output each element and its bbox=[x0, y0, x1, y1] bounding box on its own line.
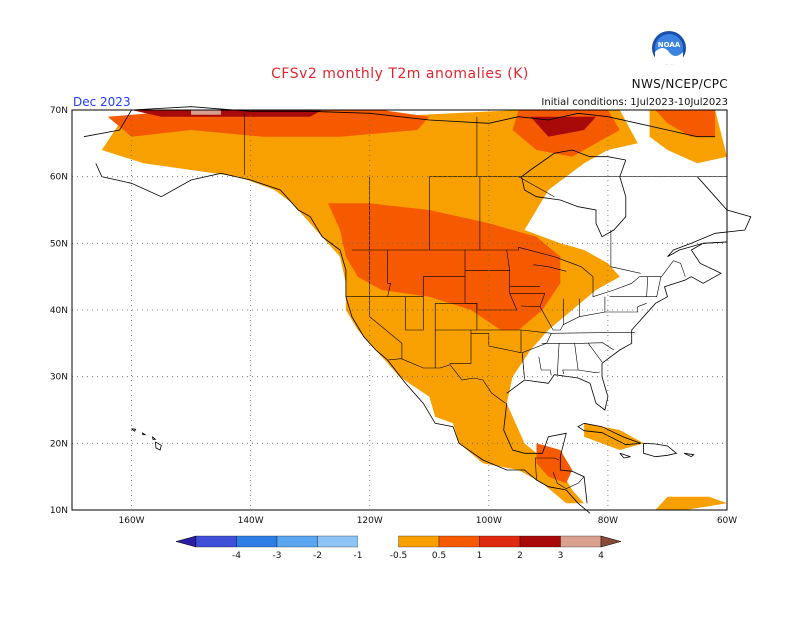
coastline bbox=[152, 436, 157, 440]
colorbar-segment bbox=[560, 535, 602, 548]
coastline bbox=[577, 422, 641, 446]
border-line bbox=[405, 296, 424, 331]
coastline bbox=[131, 428, 137, 432]
border-line bbox=[464, 249, 518, 311]
lat-label: 70N bbox=[50, 106, 68, 116]
border-line bbox=[557, 343, 560, 375]
border-line bbox=[521, 352, 525, 379]
colorbar-label: -4 bbox=[232, 551, 241, 561]
colorbar-label: 4 bbox=[598, 551, 604, 561]
coastline bbox=[503, 403, 588, 504]
colorbar-label: -3 bbox=[273, 551, 282, 561]
border-line bbox=[541, 342, 615, 351]
border-line bbox=[539, 298, 564, 331]
colorbar-max-arrow bbox=[600, 535, 622, 548]
coastline bbox=[155, 441, 162, 451]
colorbar-segment bbox=[236, 535, 278, 548]
colorbar-segment bbox=[195, 535, 237, 548]
lon-label: 80W bbox=[598, 516, 618, 526]
anomaly-region-0.5-1 bbox=[584, 423, 644, 450]
colorbar-label: -2 bbox=[313, 551, 322, 561]
coastline bbox=[643, 442, 678, 458]
forecast-period: Dec 2023 bbox=[73, 95, 131, 109]
border-line bbox=[588, 343, 603, 363]
colorbar-label: 3 bbox=[558, 551, 564, 561]
lon-label: 100W bbox=[476, 516, 502, 526]
anomaly-region-2-3 bbox=[530, 116, 596, 137]
anomaly-region-1-2 bbox=[536, 443, 573, 484]
lat-label: 20N bbox=[50, 439, 68, 449]
border-line bbox=[534, 457, 560, 481]
colorbar-label: 0.5 bbox=[432, 551, 446, 561]
coastline bbox=[95, 163, 591, 514]
coastline bbox=[619, 452, 631, 459]
border-line bbox=[562, 343, 579, 375]
colorbar-segment bbox=[317, 535, 359, 548]
lat-label: 50N bbox=[50, 239, 68, 249]
anomaly-region-0.5-1 bbox=[655, 496, 727, 510]
border-line bbox=[551, 332, 635, 334]
coastline bbox=[521, 149, 627, 238]
initial-conditions: Initial conditions: 1Jul2023-10Jul2023 bbox=[541, 97, 728, 108]
border-line bbox=[509, 293, 546, 308]
lon-label: 160W bbox=[119, 516, 145, 526]
border-line bbox=[345, 296, 403, 359]
colorbar-label: -0.5 bbox=[390, 551, 408, 561]
border-line bbox=[449, 330, 472, 364]
graticule bbox=[72, 110, 727, 510]
border-line bbox=[610, 230, 641, 274]
lat-label: 30N bbox=[50, 373, 68, 383]
coastline bbox=[141, 432, 147, 436]
lat-label: 60N bbox=[50, 173, 68, 183]
colorbar-segment bbox=[479, 535, 521, 548]
border-line bbox=[604, 303, 647, 313]
colorbar-segment bbox=[276, 535, 318, 548]
lat-label: 10N bbox=[50, 506, 68, 516]
border-line bbox=[518, 176, 555, 197]
political-borders bbox=[244, 112, 727, 490]
coastlines bbox=[83, 106, 752, 514]
colorbar-segment bbox=[358, 536, 399, 547]
colorbar-segment bbox=[398, 535, 440, 548]
colorbar: -4 -3 -2 -1 -0.5 0.5 1 2 3 4 bbox=[175, 535, 622, 561]
border-line bbox=[351, 246, 686, 298]
lon-label: 120W bbox=[357, 516, 383, 526]
border-line bbox=[533, 264, 567, 272]
border-line bbox=[578, 369, 600, 374]
noaa-logo-icon: NOAA bbox=[652, 31, 686, 65]
anomaly-region-1-2 bbox=[328, 203, 561, 330]
border-line bbox=[387, 358, 506, 404]
map-frame bbox=[71, 109, 728, 511]
border-line bbox=[552, 471, 585, 490]
border-line bbox=[609, 276, 649, 297]
lon-label: 60W bbox=[717, 516, 737, 526]
anomaly-region-3-4 bbox=[191, 110, 221, 115]
coastline bbox=[506, 241, 728, 411]
coastline bbox=[667, 176, 752, 258]
coastline bbox=[83, 106, 716, 138]
chart-title: CFSv2 monthly T2m anomalies (K) bbox=[271, 66, 529, 82]
colorbar-segment bbox=[519, 535, 561, 548]
coastline bbox=[683, 452, 695, 458]
organization-label: NWS/NCEP/CPC bbox=[631, 77, 728, 91]
colorbar-label: -1 bbox=[354, 551, 363, 561]
svg-text:NOAA: NOAA bbox=[658, 41, 681, 49]
lat-label: 40N bbox=[50, 306, 68, 316]
colorbar-label: 2 bbox=[517, 551, 523, 561]
border-line bbox=[471, 329, 522, 354]
lon-label: 140W bbox=[238, 516, 264, 526]
border-line bbox=[646, 276, 662, 297]
colorbar-label: 1 bbox=[477, 551, 483, 561]
colorbar-segment bbox=[438, 535, 480, 548]
border-line bbox=[538, 356, 552, 376]
colorbar-min-arrow bbox=[175, 535, 197, 548]
anomaly-region-1-2 bbox=[655, 110, 716, 137]
border-line bbox=[387, 250, 391, 297]
